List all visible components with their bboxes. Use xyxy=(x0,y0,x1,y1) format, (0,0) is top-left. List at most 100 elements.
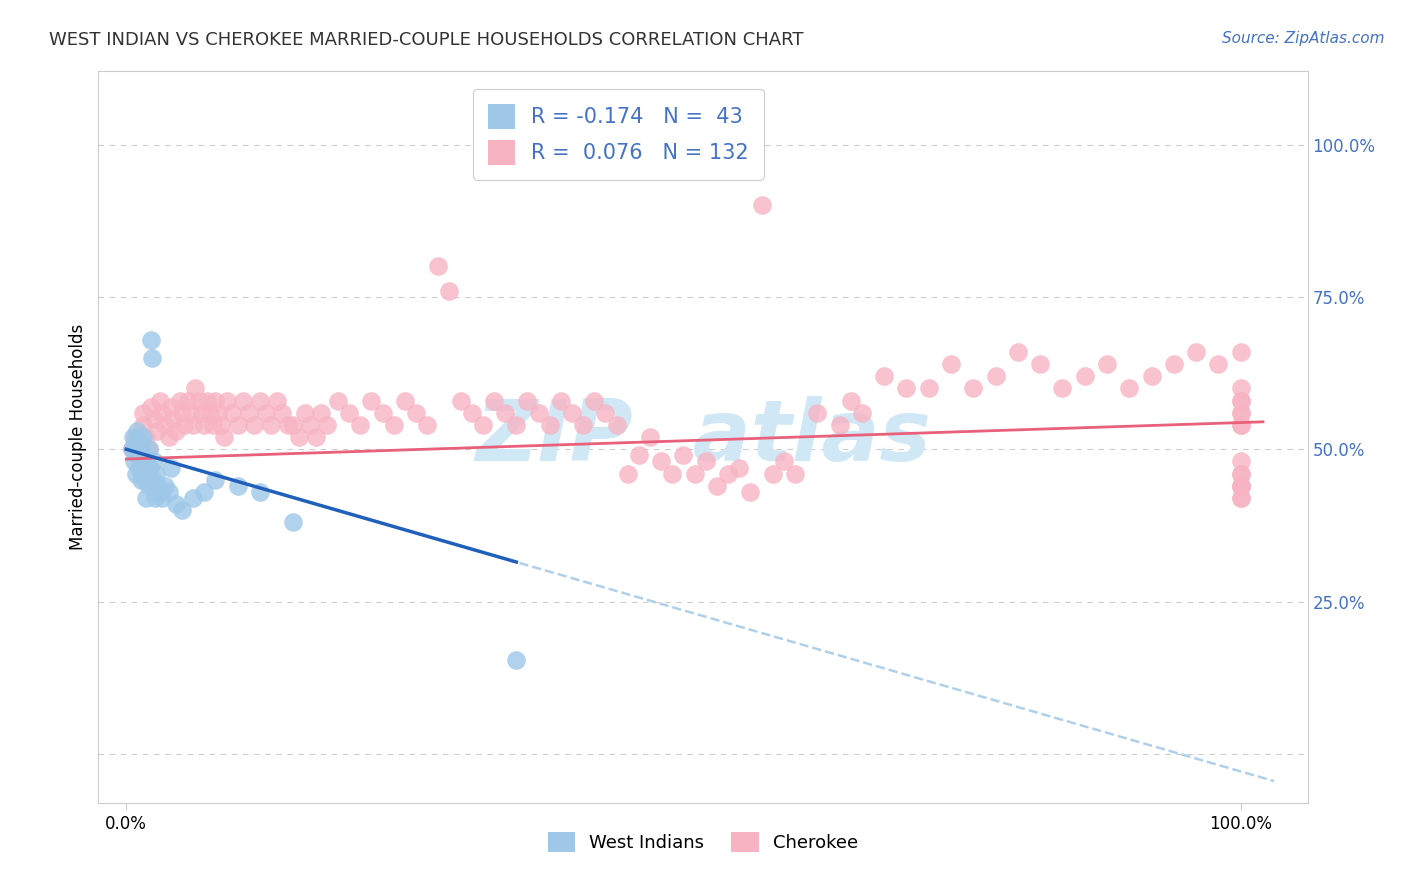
Point xyxy=(138,442,160,457)
Point xyxy=(191,406,214,420)
Point xyxy=(132,417,155,432)
Point xyxy=(124,430,146,444)
Point xyxy=(839,393,862,408)
Point xyxy=(134,473,156,487)
Point xyxy=(595,406,617,420)
Point xyxy=(249,393,271,408)
Point xyxy=(806,406,828,420)
Point xyxy=(214,430,236,444)
Point xyxy=(561,406,583,420)
Point xyxy=(962,381,984,395)
Point xyxy=(572,417,595,432)
Point xyxy=(706,479,728,493)
Point xyxy=(277,417,299,432)
Y-axis label: Married-couple Households: Married-couple Households xyxy=(69,324,87,550)
Point xyxy=(1229,417,1251,432)
Point xyxy=(155,479,177,493)
Point xyxy=(121,442,143,457)
Point xyxy=(1229,479,1251,493)
Point xyxy=(260,417,283,432)
Point xyxy=(505,652,527,666)
Point xyxy=(762,467,785,481)
Point xyxy=(873,369,896,384)
Point xyxy=(315,417,337,432)
Text: ZIP  atlas: ZIP atlas xyxy=(475,395,931,479)
Point xyxy=(896,381,918,395)
Point xyxy=(382,417,405,432)
Point xyxy=(482,393,505,408)
Point xyxy=(146,479,169,493)
Point xyxy=(165,424,187,438)
Point xyxy=(717,467,740,481)
Point xyxy=(127,448,149,462)
Point xyxy=(160,460,183,475)
Point xyxy=(305,430,328,444)
Point xyxy=(129,473,152,487)
Legend: West Indians, Cherokee: West Indians, Cherokee xyxy=(541,824,865,860)
Point xyxy=(124,436,146,450)
Point xyxy=(209,417,232,432)
Point xyxy=(828,417,851,432)
Point xyxy=(360,393,382,408)
Point xyxy=(207,406,229,420)
Point xyxy=(416,417,439,432)
Point xyxy=(193,485,215,500)
Point xyxy=(155,417,177,432)
Point xyxy=(160,400,183,414)
Point xyxy=(122,454,145,468)
Point xyxy=(606,417,628,432)
Point xyxy=(939,357,962,371)
Point xyxy=(139,333,162,347)
Point xyxy=(170,406,193,420)
Point xyxy=(740,485,762,500)
Point xyxy=(129,436,152,450)
Point xyxy=(180,406,202,420)
Point xyxy=(145,467,167,481)
Point xyxy=(650,454,672,468)
Point xyxy=(1052,381,1074,395)
Point xyxy=(135,454,157,468)
Point xyxy=(1229,454,1251,468)
Point xyxy=(135,430,157,444)
Point xyxy=(583,393,606,408)
Point xyxy=(138,460,160,475)
Point xyxy=(125,467,148,481)
Point xyxy=(471,417,494,432)
Point xyxy=(128,460,150,475)
Point xyxy=(772,454,794,468)
Point xyxy=(135,491,157,505)
Point xyxy=(143,491,166,505)
Point xyxy=(149,393,172,408)
Point xyxy=(299,417,322,432)
Point xyxy=(138,442,160,457)
Point xyxy=(1229,417,1251,432)
Point xyxy=(238,406,260,420)
Point xyxy=(195,393,218,408)
Point xyxy=(202,417,225,432)
Point xyxy=(132,467,155,481)
Point xyxy=(136,467,159,481)
Point xyxy=(243,417,266,432)
Point xyxy=(638,430,661,444)
Point xyxy=(371,406,394,420)
Point xyxy=(728,460,751,475)
Point xyxy=(394,393,416,408)
Point xyxy=(162,412,184,426)
Point xyxy=(184,381,207,395)
Text: Source: ZipAtlas.com: Source: ZipAtlas.com xyxy=(1222,31,1385,46)
Point xyxy=(311,406,333,420)
Point xyxy=(187,393,209,408)
Point xyxy=(204,393,226,408)
Point xyxy=(150,406,173,420)
Text: WEST INDIAN VS CHEROKEE MARRIED-COUPLE HOUSEHOLDS CORRELATION CHART: WEST INDIAN VS CHEROKEE MARRIED-COUPLE H… xyxy=(49,31,804,49)
Point xyxy=(1229,393,1251,408)
Point xyxy=(751,198,773,212)
Point xyxy=(215,393,238,408)
Point xyxy=(232,393,254,408)
Point xyxy=(128,436,150,450)
Point xyxy=(254,406,277,420)
Point xyxy=(204,473,226,487)
Point xyxy=(1229,467,1251,481)
Point xyxy=(283,417,305,432)
Point xyxy=(538,417,561,432)
